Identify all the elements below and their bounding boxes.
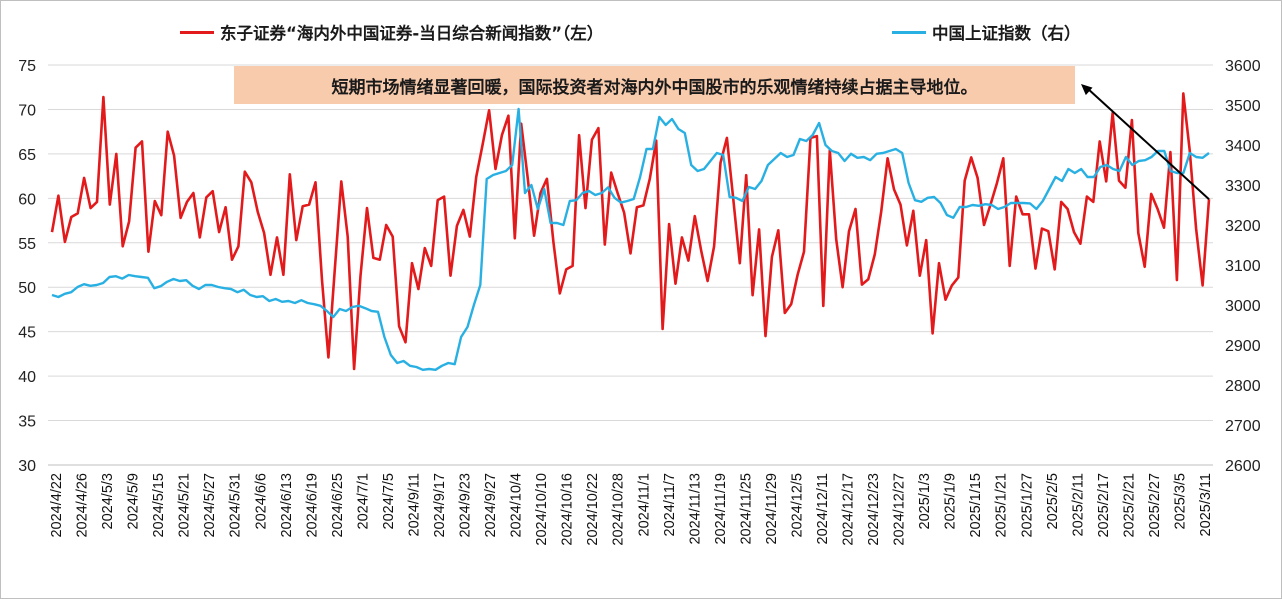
x-tick-label: 2024/6/13 (279, 473, 295, 538)
legend-right: 中国上证指数（右） (892, 18, 1081, 46)
x-tick-label: 2024/7/5 (381, 473, 397, 529)
x-tick-label: 2024/4/26 (75, 473, 91, 538)
left-y-axis: 30 35 40 45 50 55 60 65 70 75 (18, 58, 36, 475)
series-line-shanghai-index (51, 107, 1210, 371)
x-tick-label: 2024/11/1 (636, 473, 652, 536)
annotation-arrowhead (1081, 84, 1093, 96)
annotation-arrow (1086, 87, 1210, 200)
x-tick-label: 2024/11/19 (713, 473, 729, 545)
x-tick-label: 2024/12/11 (815, 473, 831, 545)
legend-left: 东子证券“海内外中国证券-当日综合新闻指数”（左） (180, 18, 603, 46)
x-tick-label: 2024/5/21 (177, 473, 193, 538)
x-tick-label: 2024/12/17 (841, 473, 857, 546)
series-lines (50, 92, 1211, 371)
x-tick-label: 2025/2/11 (1070, 473, 1086, 536)
x-tick-label: 2025/3/11 (1198, 473, 1214, 536)
series-line-news-index (50, 92, 1211, 371)
x-tick-label: 2025/2/17 (1096, 473, 1112, 538)
right-y-tick-label: 2900 (1225, 338, 1261, 355)
legend-left-swatch (180, 30, 214, 34)
legend-right-swatch (892, 30, 926, 34)
x-tick-label: 2024/12/5 (789, 473, 805, 538)
x-tick-label: 2024/11/13 (687, 473, 703, 545)
x-tick-label: 2024/10/16 (560, 473, 576, 546)
right-y-tick-label: 3100 (1225, 258, 1261, 275)
right-y-tick-label: 2700 (1225, 418, 1261, 435)
x-axis: 2024/4/22 2024/4/26 2024/5/3 2024/5/9 2024/5… (48, 464, 1214, 546)
x-tick-label: 2024/9/27 (483, 473, 499, 538)
left-y-tick-label: 35 (18, 414, 36, 431)
left-y-tick-label: 70 (18, 102, 36, 119)
x-tick-label: 2024/5/3 (100, 473, 116, 529)
right-y-tick-label: 3500 (1225, 98, 1261, 115)
x-tick-label: 2024/12/27 (892, 473, 908, 546)
legend-left-label: 东子证券“海内外中国证券-当日综合新闻指数”（左） (220, 24, 604, 43)
x-tick-label: 2024/4/22 (49, 473, 65, 538)
right-y-tick-label: 3600 (1225, 58, 1261, 75)
right-y-tick-label: 3300 (1225, 178, 1261, 195)
x-tick-label: 2024/5/15 (151, 473, 167, 538)
x-tick-label: 2024/7/1 (355, 473, 371, 529)
left-y-tick-label: 55 (18, 236, 36, 253)
right-y-tick-label: 3400 (1225, 138, 1261, 155)
x-tick-label: 2024/10/22 (585, 473, 601, 546)
left-y-tick-label: 75 (18, 58, 36, 75)
x-tick-label: 2024/5/31 (228, 473, 244, 538)
legend-right-label: 中国上证指数（右） (932, 24, 1081, 43)
left-y-tick-label: 60 (18, 191, 36, 208)
x-tick-label: 2024/11/29 (764, 473, 780, 545)
x-tick-label: 2024/10/10 (534, 473, 550, 546)
annotation-box: 短期市场情绪显著回暖，国际投资者对海内外中国股市的乐观情绪持续占据主导地位。 (234, 66, 1075, 104)
right-y-tick-label: 3200 (1225, 218, 1261, 235)
x-tick-label: 2024/9/23 (458, 473, 474, 538)
x-tick-label: 2025/3/5 (1172, 473, 1188, 529)
left-y-tick-label: 45 (18, 325, 36, 342)
x-tick-label: 2024/12/23 (866, 473, 882, 546)
left-y-tick-label: 40 (18, 369, 36, 386)
x-tick-label: 2025/1/15 (968, 473, 984, 538)
x-tick-label: 2025/2/21 (1121, 473, 1137, 538)
annotation-text: 短期市场情绪显著回暖，国际投资者对海内外中国股市的乐观情绪持续占据主导地位。 (331, 77, 978, 98)
right-y-tick-label: 2800 (1225, 378, 1261, 395)
right-y-tick-label: 2600 (1225, 458, 1261, 475)
x-tick-label: 2024/6/25 (330, 473, 346, 538)
x-tick-label: 2024/9/17 (432, 473, 448, 538)
x-tick-label: 2024/6/19 (304, 473, 320, 538)
x-tick-label: 2025/1/9 (943, 473, 959, 529)
x-tick-label: 2025/2/27 (1147, 473, 1163, 538)
x-tick-label: 2025/1/3 (917, 473, 933, 529)
x-tick-label: 2024/5/9 (126, 473, 142, 529)
x-tick-label: 2024/9/11 (406, 473, 422, 536)
right-y-tick-label: 3000 (1225, 298, 1261, 315)
x-tick-label: 2024/11/25 (738, 473, 754, 545)
x-tick-label: 2025/1/27 (1019, 473, 1035, 538)
x-tick-label: 2024/5/27 (202, 473, 218, 538)
x-tick-label: 2024/10/4 (509, 473, 525, 538)
x-tick-label: 2024/6/6 (253, 473, 269, 529)
x-tick-label: 2025/2/5 (1045, 473, 1061, 529)
x-tick-label: 2025/1/21 (994, 473, 1010, 538)
left-y-tick-label: 65 (18, 147, 36, 164)
left-y-tick-label: 30 (18, 458, 36, 475)
right-y-axis: 2600 2700 2800 2900 3000 3100 3200 3300 3400 3500… (1225, 58, 1261, 475)
left-y-tick-label: 50 (18, 280, 36, 297)
gridlines (48, 64, 1213, 422)
x-tick-label: 2024/11/7 (662, 473, 678, 536)
x-tick-label: 2024/10/28 (611, 473, 627, 546)
